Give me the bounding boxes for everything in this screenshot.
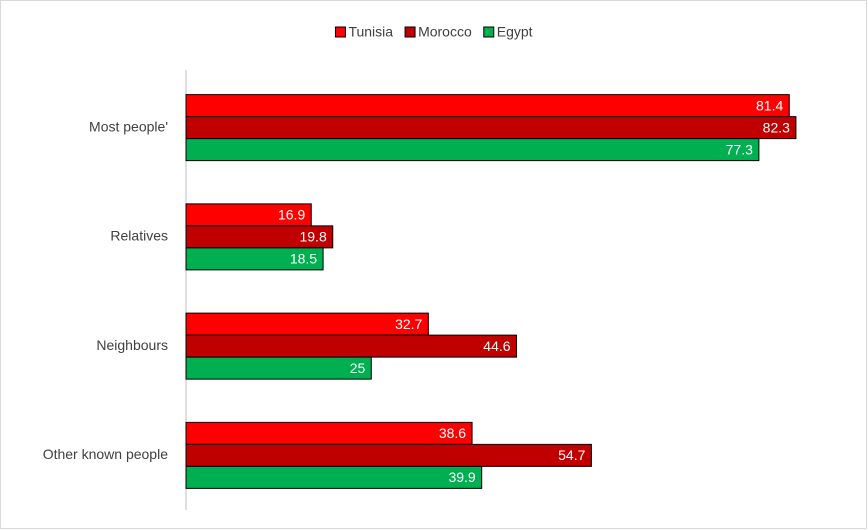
- data-label: 19.8: [299, 229, 326, 245]
- data-label: 16.9: [278, 207, 305, 223]
- bar: [185, 356, 372, 380]
- bar: [185, 443, 592, 467]
- data-label: 81.4: [756, 97, 783, 113]
- bar: [185, 334, 518, 358]
- legend-label: Morocco: [418, 24, 472, 40]
- bar: [185, 247, 324, 271]
- legend-swatch: [334, 26, 346, 38]
- bar: [185, 138, 760, 162]
- bar: [185, 116, 797, 140]
- data-label: 77.3: [726, 141, 753, 157]
- data-label: 25: [350, 360, 366, 376]
- y-tick-label: Other known people: [43, 446, 169, 462]
- bar: [185, 312, 429, 336]
- data-label: 39.9: [448, 469, 475, 485]
- y-tick-label: Most people': [89, 118, 168, 134]
- y-tick-label: Relatives: [110, 228, 168, 244]
- data-label: 32.7: [395, 316, 422, 332]
- legend-swatch: [404, 26, 416, 38]
- data-label: 18.5: [290, 251, 317, 267]
- data-label: 54.7: [558, 447, 585, 463]
- data-label: 82.3: [763, 119, 790, 135]
- data-label: 44.6: [483, 338, 510, 354]
- data-label: 38.6: [439, 425, 466, 441]
- bar: [185, 421, 473, 445]
- legend-label: Egypt: [497, 24, 533, 40]
- y-tick-label: Neighbours: [96, 337, 168, 353]
- bar: [185, 94, 790, 118]
- legend-swatch: [483, 26, 495, 38]
- legend-label: Tunisia: [348, 24, 393, 40]
- bar: [185, 465, 483, 489]
